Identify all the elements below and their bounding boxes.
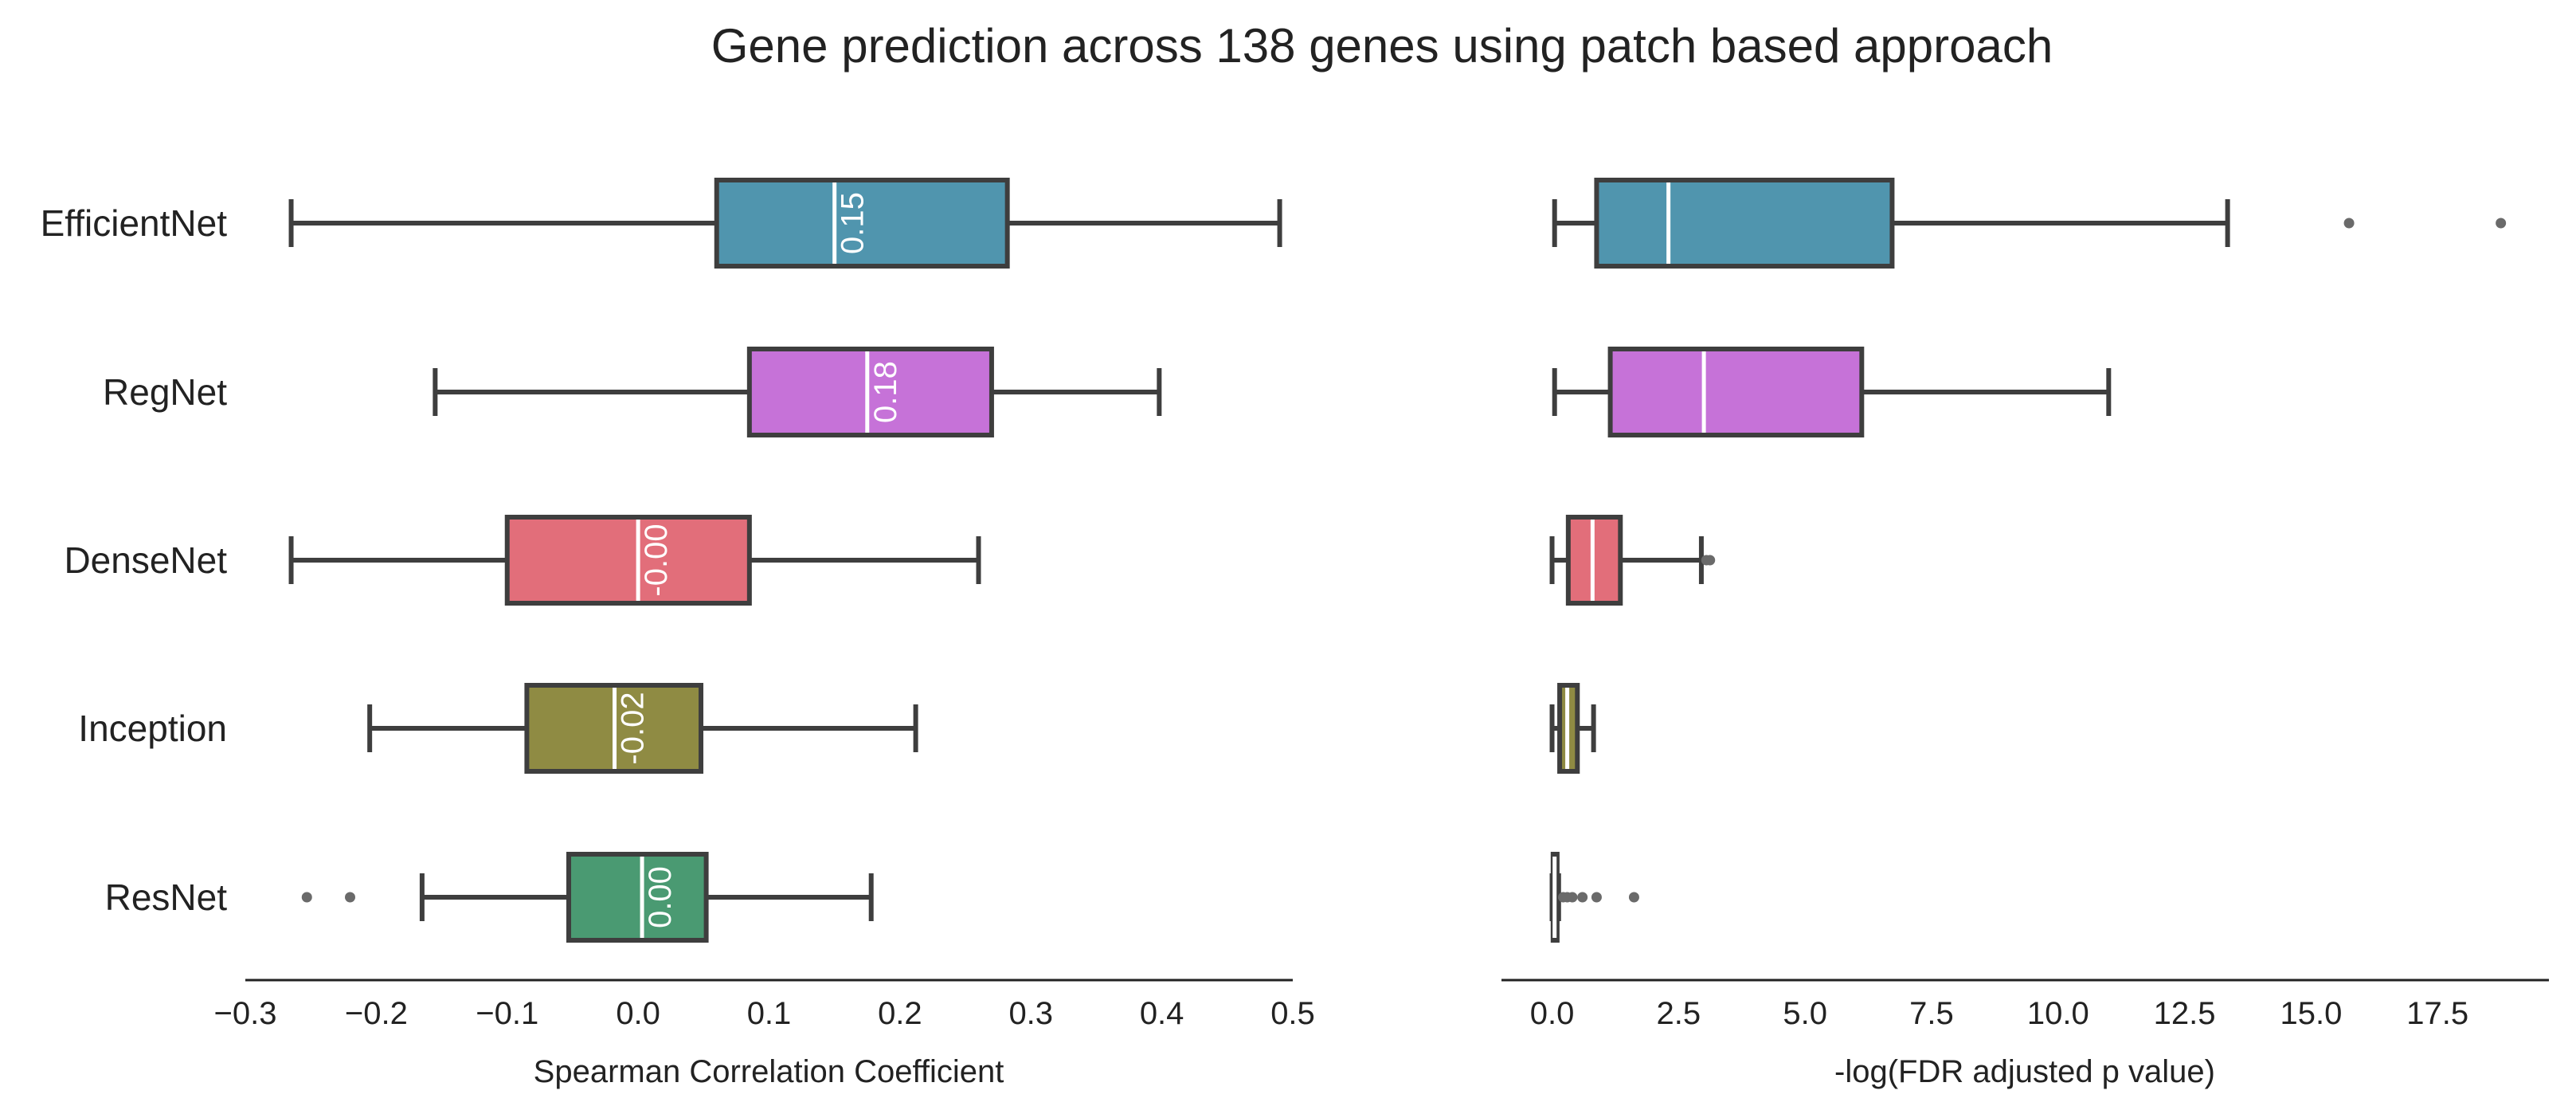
median-label-inception: -0.02 xyxy=(616,692,651,764)
x-axis-title: -log(FDR adjusted p value) xyxy=(1834,1054,2215,1089)
outlier-point-resnet xyxy=(345,892,355,903)
x-tick-label: 2.5 xyxy=(1657,996,1701,1031)
x-axis-title: Spearman Correlation Coefficient xyxy=(534,1054,1004,1089)
x-tick-label: 7.5 xyxy=(1909,996,1954,1031)
chart-title: Gene prediction across 138 genes using p… xyxy=(711,19,2053,73)
median-label-efficientnet: 0.15 xyxy=(836,192,871,254)
category-label-inception: Inception xyxy=(78,708,227,749)
x-tick-label: 0.5 xyxy=(1270,996,1315,1031)
box-efficientnet xyxy=(1594,178,1895,269)
box-densenet xyxy=(504,515,752,606)
fdr-panel: 0.0 2.5 5.0 7.5 10.0 12.5 15.0 17.5 -log(FDR adj… xyxy=(1501,178,2549,1089)
spearman-panel: −0.3 −0.2 −0.1 0.0 0.1 0.2 0.3 0.4 0.5 Spearman C… xyxy=(214,178,1315,1089)
x-tick-label: 10.0 xyxy=(2027,996,2089,1031)
category-label-densenet: DenseNet xyxy=(64,539,227,581)
x-tick-label: −0.2 xyxy=(345,996,408,1031)
outlier-point-resnet xyxy=(1577,892,1588,903)
box-efficientnet xyxy=(714,178,1010,269)
x-tick-label: 12.5 xyxy=(2154,996,2216,1031)
category-label-regnet: RegNet xyxy=(103,371,227,413)
outlier-point-resnet xyxy=(301,892,312,903)
x-tick-label: 5.0 xyxy=(1783,996,1827,1031)
x-tick-label: 0.0 xyxy=(1530,996,1575,1031)
box-regnet xyxy=(746,347,994,437)
category-label-efficientnet: EfficientNet xyxy=(41,202,228,244)
median-label-regnet: 0.18 xyxy=(868,361,903,423)
outlier-point-resnet xyxy=(1628,892,1639,903)
box-regnet xyxy=(1607,347,1865,437)
x-tick-label: 0.1 xyxy=(747,996,792,1031)
x-tick-label: 0.3 xyxy=(1008,996,1053,1031)
outlier-point-densenet xyxy=(1705,555,1716,566)
outlier-point-resnet xyxy=(1591,892,1602,903)
median-label-resnet: 0.00 xyxy=(643,866,678,928)
outlier-point-resnet xyxy=(1567,892,1578,903)
x-tick-label: 0.0 xyxy=(616,996,660,1031)
x-tick-label: −0.1 xyxy=(476,996,538,1031)
x-tick-label: 15.0 xyxy=(2280,996,2342,1031)
x-tick-label: 17.5 xyxy=(2406,996,2468,1031)
x-tick-label: −0.3 xyxy=(214,996,277,1031)
y-axis-labels: EfficientNet RegNet DenseNet Inception ResNe… xyxy=(41,202,228,918)
category-label-resnet: ResNet xyxy=(105,877,228,918)
outlier-point-efficientnet xyxy=(2496,218,2507,229)
x-tick-label: 0.2 xyxy=(878,996,922,1031)
median-label-densenet: -0.00 xyxy=(639,524,674,596)
outlier-point-efficientnet xyxy=(2343,218,2355,229)
box-resnet xyxy=(566,852,709,943)
x-tick-label: 0.4 xyxy=(1140,996,1184,1031)
